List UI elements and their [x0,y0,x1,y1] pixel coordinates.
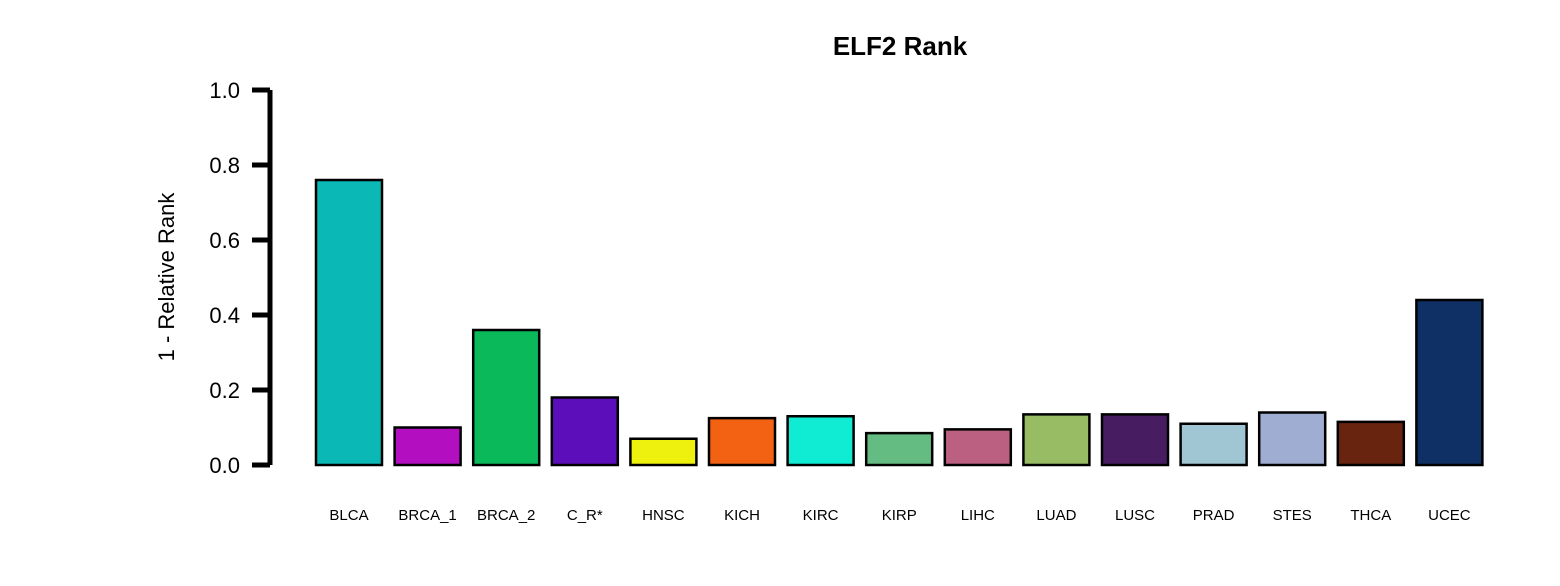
y-tick-label: 1.0 [209,78,240,103]
x-tick-label: BLCA [329,507,368,524]
bar-lusc [1100,413,1170,467]
chart-title: ELF2 Rank [833,31,968,61]
bar-thca [1336,420,1406,467]
bar-ucec [1415,298,1484,467]
bar-brca-1 [393,426,462,467]
y-axis-label: 1 - Relative Rank [154,192,179,362]
x-tick-label: HNSC [642,507,685,524]
bar-kirc [786,415,855,467]
x-tick-label: THCA [1350,507,1391,524]
y-axis: 0.0 0.2 0.4 0.6 0.8 1.0 [209,78,273,478]
y-tick-label: 0.2 [209,378,240,403]
bar-blca [314,178,384,467]
x-tick-label: LUSC [1115,507,1155,524]
bars-group [314,178,1484,467]
bar-hnsc [629,437,698,467]
y-tick-label: 0.8 [209,153,240,178]
bar-brca-2 [471,328,541,467]
bar-lihc [943,428,1013,467]
x-tick-label: KIRC [803,507,839,524]
x-tick-label: PRAD [1193,507,1235,524]
x-tick-label: C_R* [567,507,603,524]
x-tick-label: LUAD [1036,507,1076,524]
x-tick-labels: BLCA BRCA_1 BRCA_2 C_R* HNSC KICH KIRC KIRP LIHC… [329,507,1470,524]
x-tick-label: BRCA_1 [398,507,456,524]
x-tick-label: UCEC [1428,507,1471,524]
bar-luad [1022,413,1091,467]
y-tick-label: 0.6 [209,228,240,253]
bar-kirp [864,431,934,467]
bar-stes [1257,411,1327,467]
y-tick-label: 0.4 [209,303,240,328]
bar-c-r [550,396,620,467]
y-tick-label: 0.0 [209,453,240,478]
x-tick-label: LIHC [961,507,995,524]
bar-prad [1179,422,1248,467]
x-tick-label: KIRP [882,507,917,524]
x-tick-label: BRCA_2 [477,507,535,524]
x-tick-label: KICH [724,507,760,524]
bar-kich [707,416,777,467]
x-tick-label: STES [1273,507,1312,524]
